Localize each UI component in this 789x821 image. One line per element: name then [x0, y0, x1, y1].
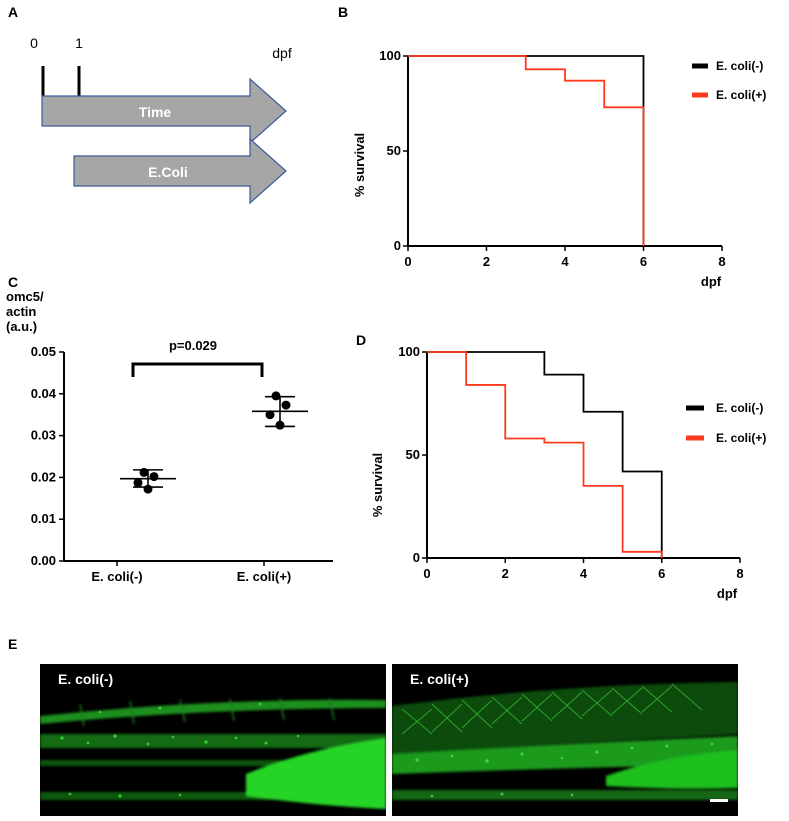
y-tick-label: 50: [387, 143, 401, 158]
category-label-pos: E. coli(+): [237, 569, 292, 584]
chart-c-ylabel-line1: omc5/: [6, 289, 44, 304]
panel-a-timeline: 0 1 dpf Time E.Coli: [30, 35, 292, 205]
y-tick-label: 0.05: [31, 344, 56, 359]
x-tick-label: 6: [658, 566, 665, 581]
y-tick-label: 0.00: [31, 553, 56, 568]
legend-label-pos: E. coli(+): [716, 88, 766, 102]
tick-label-0: 0: [30, 35, 38, 51]
y-tick-label: 100: [379, 48, 401, 63]
p-value-annotation: p=0.029: [169, 338, 217, 353]
survival-line-pos: [408, 55, 645, 246]
y-tick-label: 50: [406, 447, 420, 462]
data-point: [133, 478, 143, 488]
x-tick-label: 0: [404, 254, 411, 269]
x-tick-label: 4: [561, 254, 569, 269]
chart-c-ylabel-line2: actin: [6, 304, 36, 319]
x-tick-label: 4: [580, 566, 588, 581]
time-arrow: [41, 77, 287, 145]
y-tick-label: 0.02: [31, 469, 56, 484]
time-arrow-label: Time: [139, 104, 172, 120]
survival-line-neg: [408, 55, 645, 246]
data-point: [275, 420, 285, 430]
ecoli-arrow: [73, 137, 287, 205]
data-point: [281, 400, 291, 410]
y-tick-label: 0: [413, 550, 420, 565]
chart-c-ylabel-line3: (a.u.): [6, 319, 37, 334]
panel-label-c: C: [8, 274, 19, 290]
image-label-control: E. coli(-): [58, 671, 114, 687]
y-tick-label: 0: [394, 238, 401, 253]
data-point: [265, 410, 275, 420]
significance-bracket: [131, 362, 264, 377]
survival-line-neg: [427, 351, 663, 558]
expression-dotplot-c: omc5/ actin (a.u.) p=0.029 0.00 0.01 0.02 0…: [6, 289, 333, 584]
y-tick-label: 0.03: [31, 428, 56, 443]
panel-label-d: D: [356, 332, 367, 348]
legend-label-pos: E. coli(+): [716, 431, 766, 445]
data-point: [149, 472, 159, 482]
legend-label-neg: E. coli(-): [716, 59, 763, 73]
fluorescence-signal-infected: [392, 682, 738, 800]
data-point: [143, 484, 153, 494]
unit-label-dpf: dpf: [272, 45, 292, 61]
microscopy-image-control: E. coli(-): [40, 664, 386, 816]
data-point: [139, 467, 149, 477]
legend-label-neg: E. coli(-): [716, 401, 763, 415]
x-tick-label: 8: [718, 254, 725, 269]
y-tick-label: 0.01: [31, 511, 56, 526]
data-point: [271, 391, 281, 401]
x-tick-label: 8: [736, 566, 743, 581]
panel-label-b: B: [338, 4, 349, 20]
chart-d-xlabel: dpf: [717, 586, 738, 601]
x-tick-label: 2: [483, 254, 490, 269]
ecoli-arrow-label: E.Coli: [148, 164, 188, 180]
panel-label-e: E: [8, 636, 18, 652]
y-tick-label: 0.04: [31, 386, 57, 401]
image-label-infected: E. coli(+): [410, 671, 469, 687]
survival-chart-b: % survival dpf 0 2 4 6 8 0 50 100 E. coli(-) E.…: [352, 48, 766, 289]
chart-b-ylabel: % survival: [352, 133, 367, 197]
panel-label-a: A: [8, 4, 19, 20]
fluorescence-signal-control: [40, 697, 386, 809]
x-tick-label: 6: [640, 254, 647, 269]
survival-line-pos: [427, 351, 663, 558]
y-tick-label: 100: [398, 344, 420, 359]
x-tick-label: 0: [423, 566, 430, 581]
scale-bar: [710, 799, 728, 802]
category-label-neg: E. coli(-): [91, 569, 142, 584]
chart-d-ylabel: % survival: [370, 453, 385, 517]
chart-b-xlabel: dpf: [701, 274, 722, 289]
tick-label-1: 1: [75, 35, 83, 51]
x-tick-label: 2: [502, 566, 509, 581]
microscopy-image-infected: E. coli(+): [392, 664, 738, 816]
survival-chart-d: % survival dpf 0 2 4 6 8 0 50 100 E. coli(-) E.…: [370, 344, 766, 601]
